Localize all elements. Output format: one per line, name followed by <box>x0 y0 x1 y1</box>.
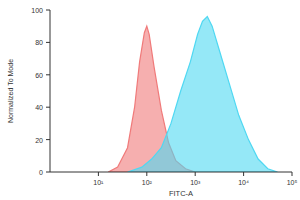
x-tick-label: 10³ <box>190 179 201 186</box>
series-group <box>108 16 277 172</box>
y-tick <box>46 139 50 140</box>
x-tick <box>292 172 293 176</box>
y-axis-label: Normalized To Mode <box>7 59 14 123</box>
y-tick <box>46 74 50 75</box>
y-tick-label: 60 <box>35 72 43 79</box>
x-tick-label: 10⁵ <box>287 179 298 186</box>
y-tick-label: 80 <box>35 39 43 46</box>
y-tick <box>46 42 50 43</box>
y-tick-label: 100 <box>31 7 43 14</box>
y-tick-label: 20 <box>35 137 43 144</box>
x-tick-label: 10⁴ <box>238 179 249 186</box>
y-tick <box>46 10 50 11</box>
x-tick <box>195 172 196 176</box>
chart: 0 20 40 60 80 100 10¹ 10² 10³ 10⁴ 10⁵ FITC-A Normali… <box>0 0 300 200</box>
x-tick-label: 10¹ <box>93 179 104 186</box>
x-axis-label: FITC-A <box>169 189 193 198</box>
x-tick <box>146 172 147 176</box>
series-area <box>128 16 278 172</box>
x-tick <box>98 172 99 176</box>
y-tick <box>46 107 50 108</box>
y-tick-label: 40 <box>35 104 43 111</box>
x-tick-label: 10² <box>142 179 153 186</box>
y-axis <box>50 10 51 172</box>
y-tick-label: 0 <box>39 169 43 176</box>
x-axis <box>50 172 292 173</box>
y-tick <box>46 172 50 173</box>
x-tick <box>243 172 244 176</box>
